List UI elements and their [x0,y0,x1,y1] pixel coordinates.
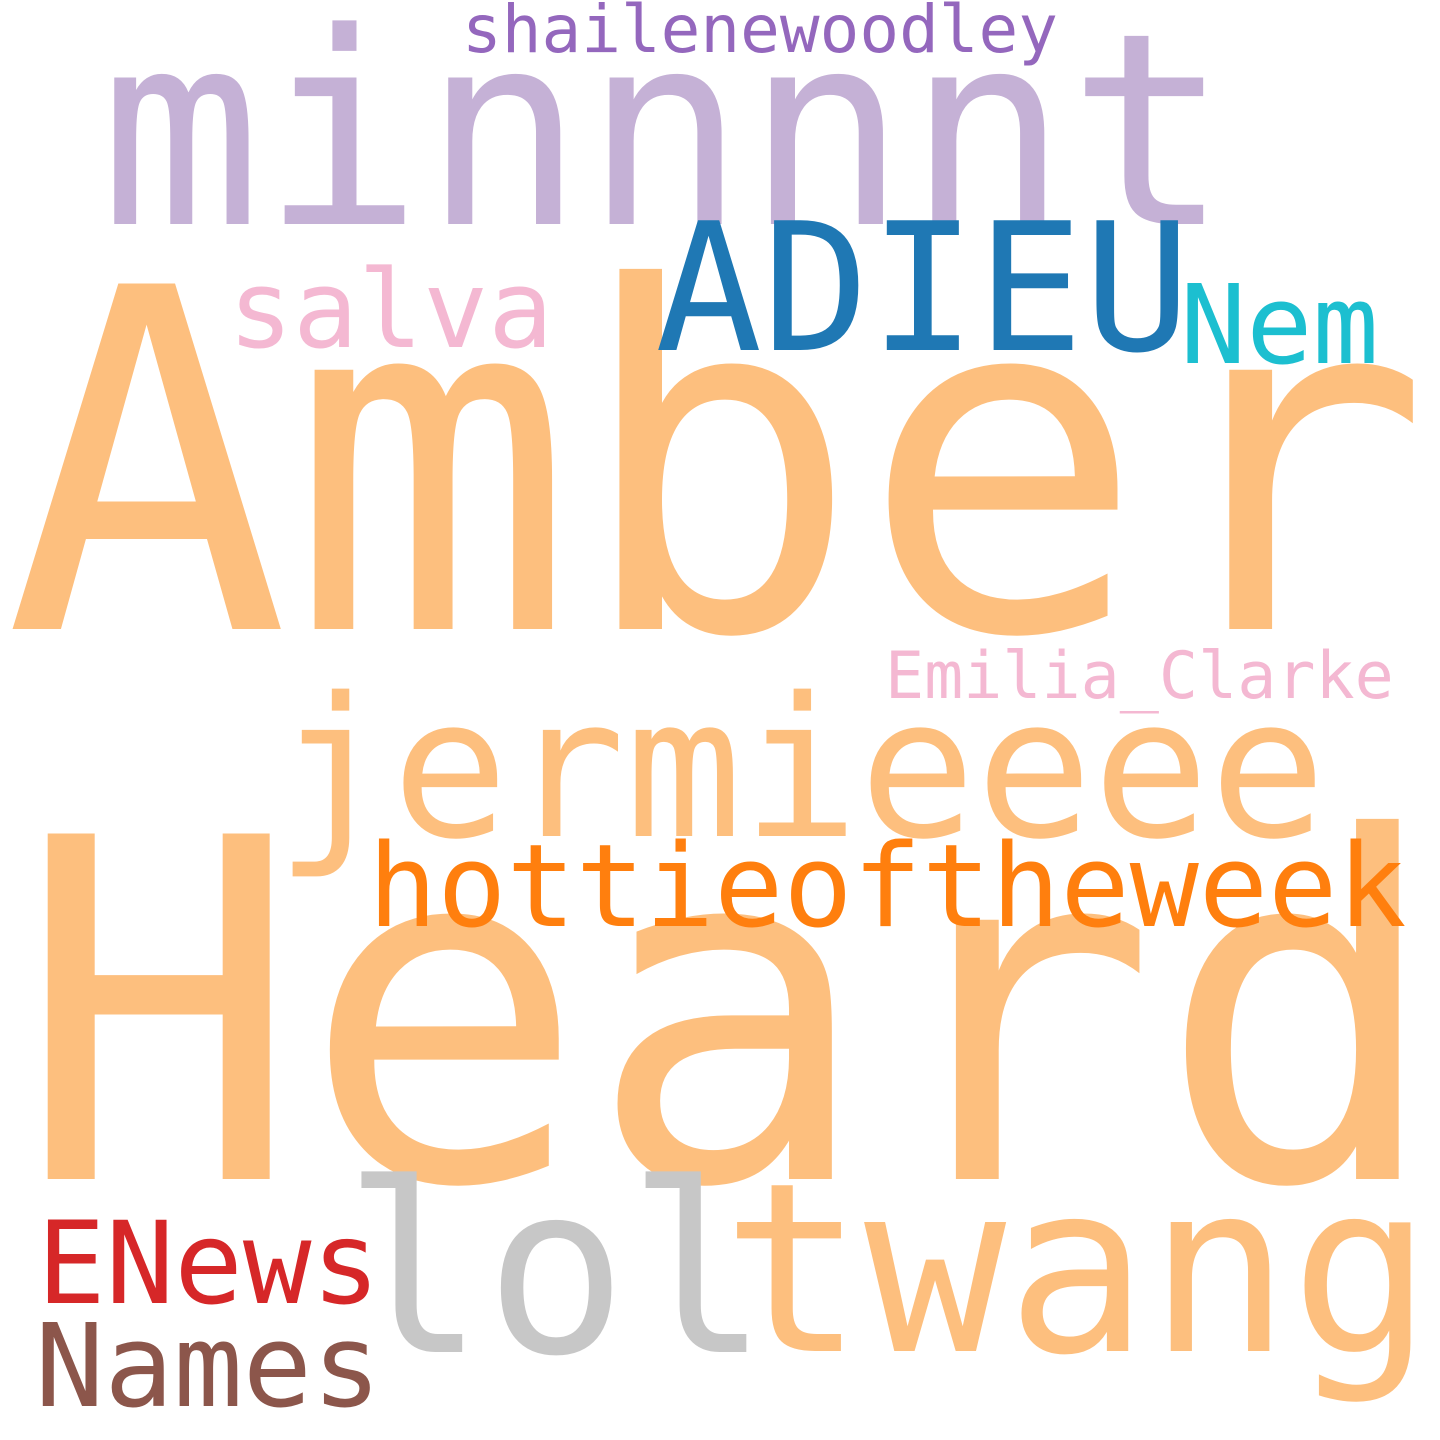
word-enews: ENews [37,1197,381,1330]
word-emilia-clarke: Emilia_Clarke [885,639,1394,714]
word-amber: Amber [4,189,1431,741]
word-jermieeee: jermieeee [275,656,1327,882]
word-hottieoftheweek: hottieoftheweek [368,820,1407,954]
word-heard: Heard [16,739,1440,1291]
word-twang: twang [722,1132,1433,1407]
word-shailenewoodley: shailenewoodley [462,0,1059,68]
word-lol: lol [343,1133,770,1408]
word-nem: Nem [1180,261,1379,389]
word-adieu: ADIEU [655,185,1191,392]
word-names: Names [35,1300,382,1434]
word-minnnnt: minnnnt [100,0,1230,288]
word-salva: salva [228,248,554,373]
